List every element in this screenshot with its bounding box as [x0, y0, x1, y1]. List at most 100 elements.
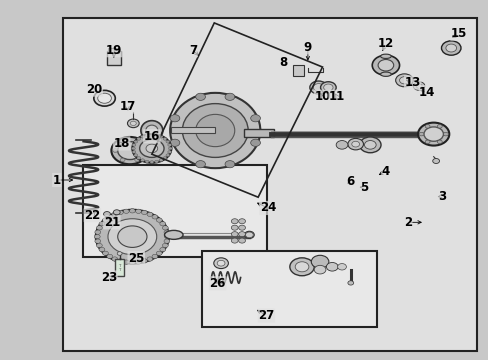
- Circle shape: [238, 238, 245, 243]
- Text: 4: 4: [381, 165, 389, 177]
- Circle shape: [418, 132, 423, 136]
- Circle shape: [111, 137, 148, 164]
- Text: 23: 23: [101, 271, 117, 284]
- Circle shape: [395, 74, 412, 87]
- Text: 5: 5: [359, 181, 367, 194]
- Circle shape: [295, 262, 308, 272]
- Circle shape: [127, 119, 139, 128]
- Circle shape: [141, 159, 144, 162]
- Circle shape: [123, 260, 129, 264]
- Circle shape: [96, 226, 102, 230]
- Circle shape: [162, 243, 168, 248]
- Text: 13: 13: [404, 76, 420, 89]
- Circle shape: [423, 127, 443, 141]
- Circle shape: [95, 239, 101, 243]
- Circle shape: [134, 140, 138, 143]
- Circle shape: [154, 134, 158, 137]
- Circle shape: [147, 212, 153, 216]
- Circle shape: [156, 218, 162, 222]
- Circle shape: [443, 132, 447, 136]
- Circle shape: [313, 84, 323, 91]
- Circle shape: [132, 144, 136, 147]
- Circle shape: [371, 55, 399, 75]
- Ellipse shape: [380, 54, 390, 58]
- Circle shape: [167, 150, 171, 153]
- Circle shape: [152, 215, 158, 219]
- Ellipse shape: [380, 72, 390, 76]
- Circle shape: [141, 210, 147, 215]
- Circle shape: [118, 226, 147, 247]
- Circle shape: [147, 257, 153, 261]
- Circle shape: [137, 138, 141, 140]
- Circle shape: [163, 157, 166, 159]
- Text: 22: 22: [84, 209, 101, 222]
- Circle shape: [159, 159, 163, 162]
- Circle shape: [441, 41, 460, 55]
- Circle shape: [117, 210, 123, 215]
- Text: 10: 10: [314, 90, 330, 103]
- Circle shape: [108, 219, 157, 255]
- Circle shape: [160, 247, 165, 252]
- Circle shape: [162, 226, 168, 230]
- Circle shape: [424, 125, 429, 128]
- Circle shape: [377, 59, 393, 71]
- Bar: [63, 18, 476, 351]
- Circle shape: [134, 154, 138, 157]
- Circle shape: [170, 115, 180, 122]
- Text: 24: 24: [259, 202, 276, 215]
- Circle shape: [160, 222, 165, 226]
- Text: 17: 17: [119, 100, 135, 113]
- Circle shape: [417, 123, 448, 145]
- Text: 18: 18: [113, 137, 129, 150]
- Circle shape: [335, 140, 347, 149]
- Circle shape: [135, 260, 141, 264]
- Circle shape: [165, 154, 169, 157]
- Circle shape: [112, 212, 118, 216]
- Ellipse shape: [244, 231, 254, 238]
- Bar: [107, 51, 121, 65]
- Circle shape: [323, 84, 332, 91]
- Text: 15: 15: [450, 27, 466, 40]
- Circle shape: [224, 93, 234, 100]
- Text: 12: 12: [377, 36, 393, 50]
- Circle shape: [231, 238, 238, 243]
- Circle shape: [135, 209, 141, 213]
- Circle shape: [135, 158, 140, 162]
- Bar: [82, 165, 266, 257]
- Bar: [244, 129, 273, 137]
- Circle shape: [436, 125, 441, 128]
- Text: 2: 2: [403, 216, 411, 229]
- Circle shape: [195, 93, 205, 100]
- Circle shape: [432, 158, 439, 163]
- Text: 6: 6: [346, 175, 354, 188]
- Circle shape: [320, 82, 335, 93]
- Circle shape: [170, 139, 180, 147]
- Ellipse shape: [145, 125, 158, 136]
- Circle shape: [231, 219, 238, 224]
- Circle shape: [123, 209, 129, 213]
- Text: 7: 7: [189, 44, 197, 57]
- Text: 27: 27: [258, 309, 274, 322]
- Circle shape: [314, 265, 325, 274]
- Circle shape: [94, 234, 100, 239]
- Circle shape: [99, 222, 104, 226]
- Circle shape: [326, 262, 337, 271]
- Circle shape: [238, 225, 245, 230]
- Circle shape: [165, 140, 169, 143]
- Circle shape: [154, 160, 158, 163]
- Circle shape: [399, 77, 408, 84]
- Circle shape: [141, 135, 144, 138]
- Text: 11: 11: [328, 90, 345, 103]
- Circle shape: [102, 218, 108, 222]
- Circle shape: [250, 115, 260, 122]
- Circle shape: [130, 121, 136, 126]
- Circle shape: [146, 144, 158, 153]
- Circle shape: [159, 135, 163, 138]
- Circle shape: [135, 139, 140, 143]
- Circle shape: [103, 212, 110, 217]
- Text: T
T: T T: [118, 264, 121, 272]
- Text: 9: 9: [303, 41, 311, 54]
- Bar: [171, 127, 215, 134]
- Text: 21: 21: [103, 216, 120, 229]
- Text: 26: 26: [209, 277, 225, 290]
